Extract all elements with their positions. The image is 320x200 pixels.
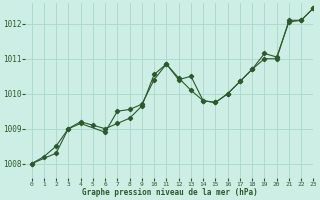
X-axis label: Graphe pression niveau de la mer (hPa): Graphe pression niveau de la mer (hPa): [82, 188, 257, 197]
